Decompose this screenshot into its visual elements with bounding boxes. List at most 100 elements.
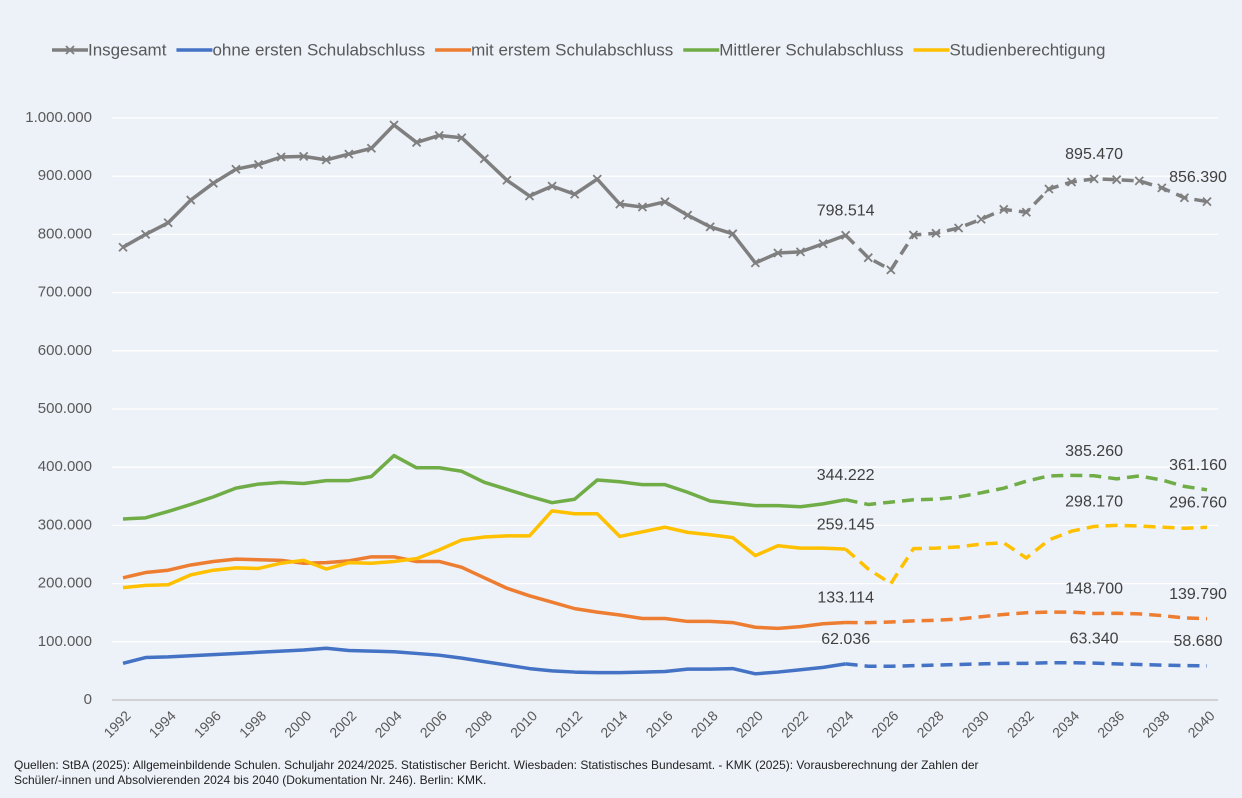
x-tick-label: 2014 — [597, 707, 630, 740]
y-tick-label: 100.000 — [38, 633, 92, 650]
y-tick-label: 700.000 — [38, 284, 92, 301]
x-tick-label: 2002 — [326, 707, 359, 740]
point-marker — [682, 210, 693, 220]
point-marker — [795, 247, 806, 257]
data-label: 385.260 — [1065, 443, 1123, 460]
point-marker — [750, 258, 760, 268]
x-tick-label: 2018 — [688, 707, 721, 740]
point-marker — [660, 197, 670, 207]
x-tick-label: 2004 — [371, 707, 404, 740]
x-tick-label: 1992 — [100, 707, 133, 740]
series-line — [122, 646, 846, 676]
point-marker — [118, 242, 128, 252]
point-marker — [637, 202, 648, 212]
point-marker — [863, 253, 873, 263]
legend-item: Studienberechtigung — [913, 40, 1106, 59]
point-marker — [705, 222, 715, 232]
legend-item: mit erstem Schulabschluss — [435, 40, 673, 59]
point-marker — [1066, 177, 1077, 187]
y-tick-label: 200.000 — [38, 575, 92, 592]
point-marker — [208, 178, 218, 188]
series-line — [122, 453, 846, 521]
x-tick-label: 2026 — [868, 707, 901, 740]
x-tick-label: 2024 — [823, 707, 856, 740]
point-marker — [231, 164, 241, 174]
legend-marker — [65, 45, 75, 55]
data-label: 63.340 — [1070, 630, 1119, 647]
point-marker — [592, 174, 602, 184]
x-tick-label: 2036 — [1094, 707, 1127, 740]
point-marker — [1179, 193, 1190, 203]
point-marker — [886, 265, 896, 275]
data-label: 139.790 — [1169, 586, 1227, 603]
point-marker — [524, 191, 535, 201]
point-marker — [1202, 196, 1212, 207]
point-marker — [728, 229, 738, 239]
point-marker — [841, 230, 851, 240]
point-marker — [253, 159, 264, 170]
x-tick-label: 2038 — [1139, 707, 1172, 740]
legend-label: ohne ersten Schulabschluss — [212, 40, 425, 59]
data-label: 895.470 — [1065, 146, 1123, 163]
point-marker — [976, 214, 986, 224]
point-marker — [457, 133, 467, 143]
x-tick-label: 2012 — [552, 707, 585, 740]
x-tick-label: 2028 — [913, 707, 946, 740]
data-label: 259.145 — [817, 516, 875, 533]
point-marker — [1134, 176, 1144, 186]
series-line — [122, 509, 846, 590]
y-tick-label: 400.000 — [38, 458, 92, 475]
point-marker — [999, 204, 1009, 215]
point-marker — [1021, 207, 1031, 217]
point-marker — [773, 248, 783, 258]
point-marker — [908, 230, 919, 240]
source-line: Quellen: StBA (2025): Allgemeinbildende … — [14, 758, 979, 772]
x-tick-label: 2032 — [1004, 707, 1037, 740]
y-tick-label: 800.000 — [38, 225, 92, 242]
data-label: 798.514 — [817, 202, 875, 219]
point-marker — [299, 151, 309, 162]
legend-item: Mittlerer Schulabschluss — [683, 40, 904, 59]
legend-label: Studienberechtigung — [950, 40, 1106, 59]
series-line-projection — [844, 523, 1208, 586]
x-tick-label: 1998 — [236, 707, 269, 740]
point-marker — [163, 218, 173, 228]
point-marker — [479, 154, 489, 164]
data-label: 856.390 — [1169, 169, 1227, 186]
point-marker — [570, 189, 580, 199]
x-tick-label: 2020 — [733, 707, 766, 740]
x-tick-label: 2008 — [462, 707, 495, 740]
x-tick-label: 2006 — [417, 707, 450, 740]
x-tick-label: 2022 — [778, 707, 811, 740]
data-label: 296.760 — [1169, 495, 1227, 512]
y-tick-label: 1.000.000 — [25, 109, 92, 126]
point-marker — [1157, 183, 1167, 193]
point-marker — [931, 228, 941, 238]
source-note: Quellen: StBA (2025): Allgemeinbildende … — [14, 758, 1234, 788]
point-marker — [1044, 184, 1054, 194]
data-label: 58.680 — [1174, 633, 1223, 650]
point-marker — [1089, 174, 1099, 184]
point-marker — [321, 155, 331, 165]
point-marker — [615, 199, 625, 209]
point-marker — [1112, 175, 1122, 185]
y-tick-label: 900.000 — [38, 167, 92, 184]
legend-item: ohne ersten Schulabschluss — [176, 40, 425, 59]
data-label: 133.114 — [817, 590, 874, 607]
x-tick-label: 2030 — [959, 707, 992, 740]
x-tick-label: 2016 — [642, 707, 675, 740]
point-marker — [953, 223, 964, 233]
series-line — [122, 123, 847, 265]
data-label: 62.036 — [821, 631, 870, 648]
point-marker — [818, 239, 828, 249]
y-tick-label: 300.000 — [38, 516, 92, 533]
series-line-projection — [844, 177, 1208, 272]
point-marker — [276, 152, 286, 162]
chart: 0 100.000 200.000 300.000 400.000 500.000 600.… — [25, 40, 1227, 740]
y-tick-label: 600.000 — [38, 342, 92, 359]
y-tick-label: 500.000 — [38, 400, 92, 417]
point-marker — [547, 181, 557, 191]
legend-label: mit erstem Schulabschluss — [471, 40, 673, 59]
y-tick-label: 0 — [84, 691, 92, 708]
